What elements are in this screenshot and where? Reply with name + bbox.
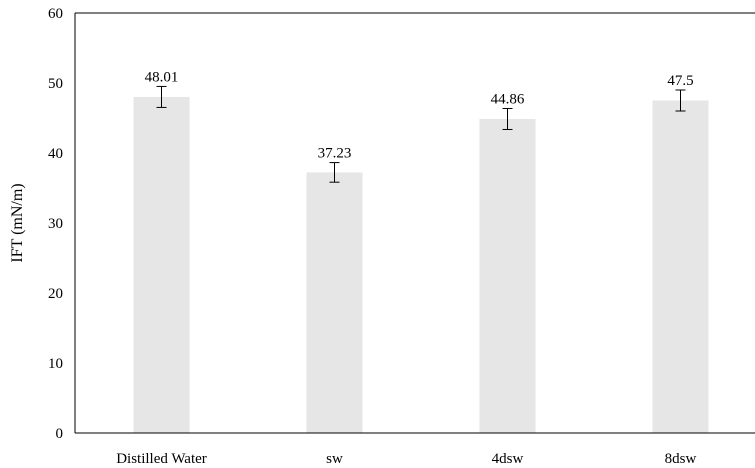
data-label: 47.5	[667, 73, 693, 89]
data-label: 48.01	[145, 69, 179, 85]
y-axis-label: IFT (mN/m)	[9, 183, 26, 262]
y-tick-label: 0	[56, 426, 64, 442]
data-labels-group: 48.01 37.23 44.86 47.5	[145, 69, 694, 161]
data-label: 37.23	[318, 146, 352, 162]
error-bars-group	[156, 85, 686, 183]
y-tick-label: 20	[48, 286, 63, 302]
bar	[652, 100, 709, 433]
y-tick-label: 30	[48, 216, 63, 232]
x-axis-categories: Distilled Water sw 4dsw 8dsw	[116, 451, 696, 467]
y-tick-label: 40	[48, 146, 63, 162]
y-tick-label: 60	[48, 6, 63, 22]
bars-group	[133, 96, 709, 434]
y-tick-label: 10	[48, 356, 63, 372]
bar	[479, 118, 536, 433]
y-tick-label: 50	[48, 76, 63, 92]
x-category-label: Distilled Water	[116, 451, 207, 467]
data-label: 44.86	[491, 91, 525, 107]
x-category-label: 4dsw	[492, 451, 524, 467]
x-category-label: 8dsw	[665, 451, 697, 467]
x-category-label: sw	[326, 451, 343, 467]
bar	[133, 96, 190, 434]
bar	[306, 172, 363, 433]
y-axis-ticks: 0 10 20 30 40 50 60	[48, 6, 63, 442]
